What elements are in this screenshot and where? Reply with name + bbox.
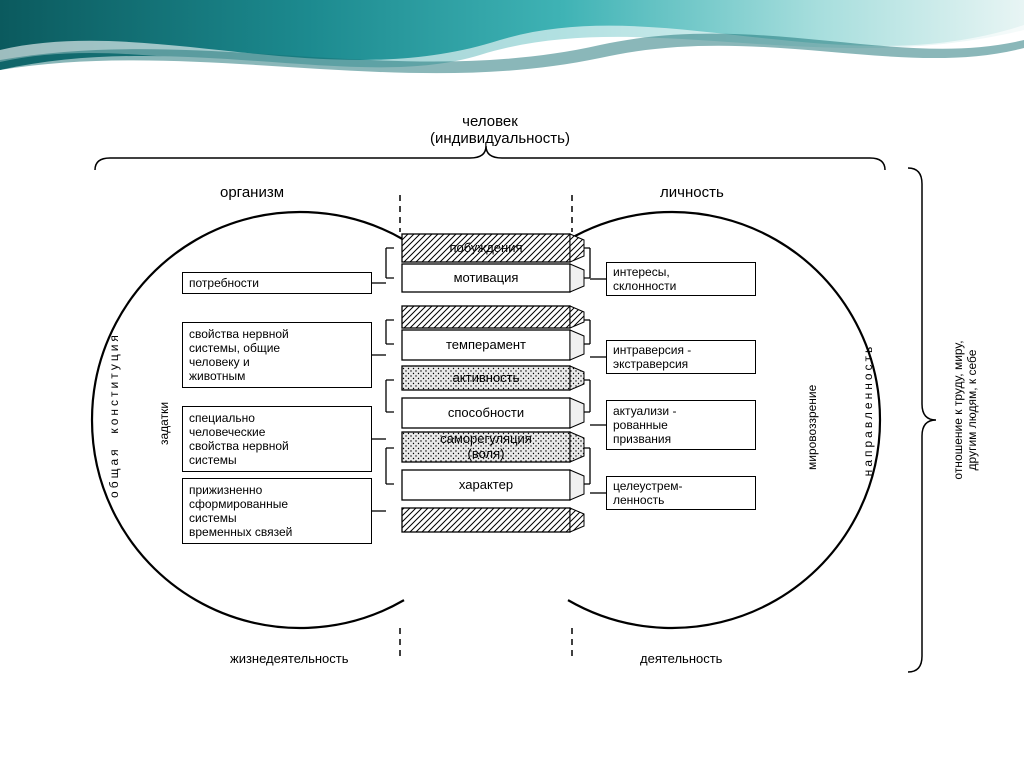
top-title: человек (индивидуальность)	[430, 113, 550, 148]
center-row-6: саморегуляция (воля)	[402, 432, 570, 462]
title-line2: (индивидуальность)	[430, 130, 550, 147]
right-conn-2: актуализи - рованные призвания	[606, 400, 756, 450]
right-inner-label: мировоззрение	[806, 385, 820, 470]
far-right-label: отношение к труду, миру, другим людям, к…	[952, 260, 980, 560]
right-arc-label: направленность	[862, 290, 876, 530]
center-row-5: способности	[402, 398, 570, 428]
right-conn-3: целеустрем- ленность	[606, 476, 756, 510]
left-conn-2: специально человеческие свойства нервной…	[182, 406, 372, 472]
left-header: организм	[220, 184, 284, 201]
center-row-3: темперамент	[402, 330, 570, 360]
left-arc-label: общая конституция	[108, 305, 122, 525]
center-row-4: активность	[402, 366, 570, 390]
diagram-stage: человек (индивидуальность) организм личнос…	[0, 0, 1024, 767]
left-conn-3: прижизненно сформированные системы време…	[182, 478, 372, 544]
right-conn-1: интраверсия - экстраверсия	[606, 340, 756, 374]
bottom-left: жизнедеятельность	[230, 652, 349, 667]
left-conn-0: потребности	[182, 272, 372, 294]
bottom-right: деятельность	[640, 652, 722, 667]
center-row-7: характер	[402, 470, 570, 500]
right-header: личность	[660, 184, 724, 201]
center-row-0: побуждения	[402, 234, 570, 262]
right-conn-0: интересы, склонности	[606, 262, 756, 296]
title-line1: человек	[430, 113, 550, 130]
left-inner-label: задатки	[158, 402, 172, 445]
center-row-1: мотивация	[402, 264, 570, 292]
left-conn-1: свойства нервной системы, общие человеку…	[182, 322, 372, 388]
